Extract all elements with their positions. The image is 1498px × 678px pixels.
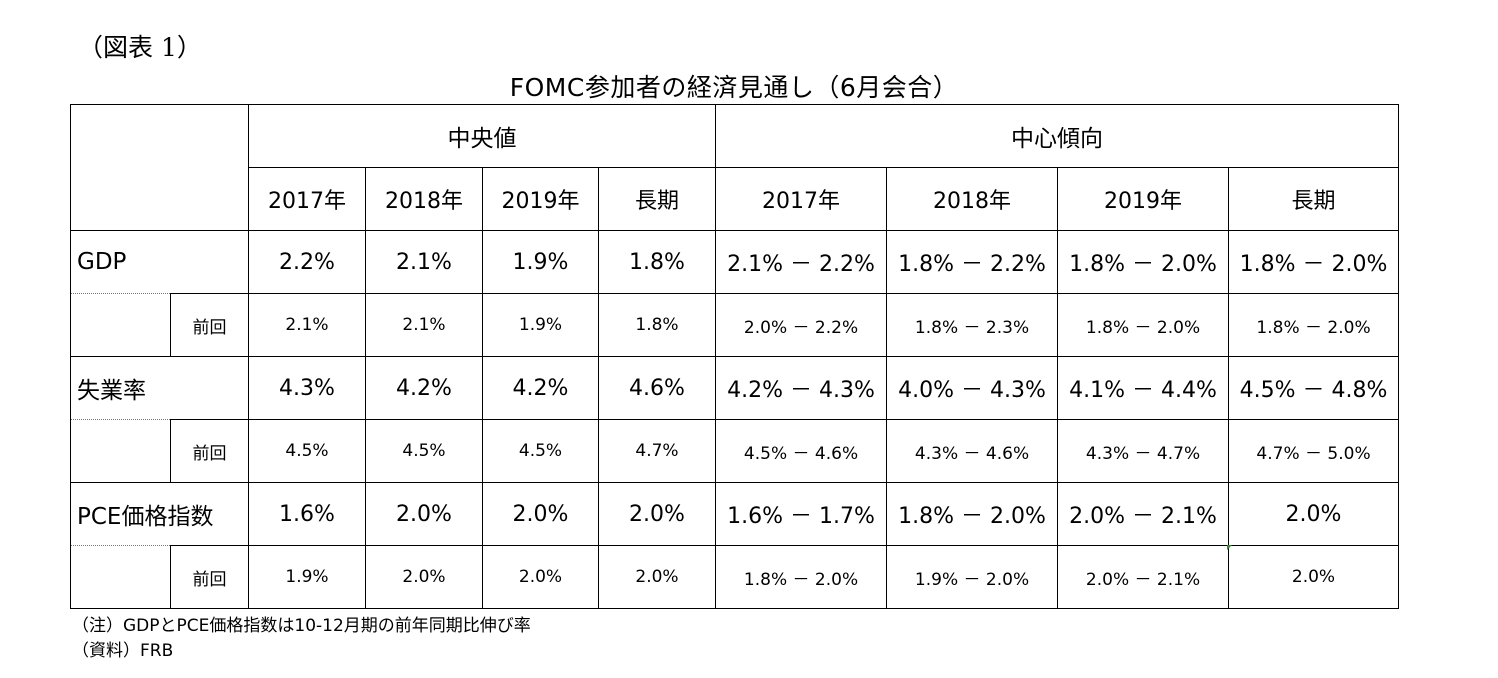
footnote: （注）GDPとPCE価格指数は10-12月期の前年同期比伸び率 — [72, 616, 531, 636]
data-cell: 1.8% － 2.0% — [1228, 230, 1399, 294]
data-cell: 1.9% － 2.0% — [886, 545, 1058, 609]
prev-label: 前回 — [170, 545, 249, 609]
data-cell: 4.2% － 4.3% — [715, 356, 887, 420]
data-cell: 4.5% — [482, 419, 599, 483]
data-cell: 1.8% － 2.0% — [1228, 293, 1399, 357]
row-label-spacer — [70, 419, 171, 483]
data-cell: 2.0% — [598, 545, 716, 609]
data-cell: 2.0% － 2.1% — [1057, 482, 1229, 546]
data-cell: 2.0% — [365, 545, 483, 609]
row-label-spacer — [70, 293, 171, 357]
data-cell: 2.0% — [365, 482, 483, 546]
data-cell: 1.9% — [482, 293, 599, 357]
group-header-central-tendency: 中心傾向 — [715, 104, 1399, 168]
central-year-header: 長期 — [1228, 167, 1399, 231]
data-cell: 2.0% － 2.1% — [1057, 545, 1229, 609]
source-note: （資料）FRB — [72, 641, 174, 661]
data-cell: 4.3% － 4.6% — [886, 419, 1058, 483]
table-row: 前回 1.9% 2.0% 2.0% 2.0% 1.8% － 2.0% 1.9% … — [70, 545, 1399, 609]
cell-comment-marker — [1227, 545, 1232, 550]
median-year-header: 2019年 — [482, 167, 599, 231]
table-title: FOMC参加者の経済見通し（6月会合） — [509, 73, 959, 102]
data-cell: 4.3% — [248, 356, 366, 420]
data-cell: 2.2% — [248, 230, 366, 294]
median-year-header: 2017年 — [248, 167, 366, 231]
table-row: 失業率 4.3% 4.2% 4.2% 4.6% 4.2% － 4.3% 4.0%… — [70, 356, 1399, 420]
row-label-spacer — [70, 545, 171, 609]
row-label-unemployment: 失業率 — [70, 356, 249, 420]
data-cell: 1.9% — [248, 545, 366, 609]
data-cell: 1.8% － 2.3% — [886, 293, 1058, 357]
data-cell: 1.6% － 1.7% — [715, 482, 887, 546]
data-cell: 1.8% － 2.0% — [1057, 293, 1229, 357]
central-year-header: 2018年 — [886, 167, 1058, 231]
prev-label: 前回 — [170, 419, 249, 483]
data-cell: 1.8% － 2.0% — [1057, 230, 1229, 294]
data-cell: 4.7% — [598, 419, 716, 483]
data-cell: 2.0% — [598, 482, 716, 546]
median-year-header: 2018年 — [365, 167, 483, 231]
data-cell: 2.1% — [365, 230, 483, 294]
data-cell: 2.0% － 2.2% — [715, 293, 887, 357]
data-cell: 1.8% － 2.0% — [715, 545, 887, 609]
data-cell: 4.6% — [598, 356, 716, 420]
data-cell: 4.5% － 4.6% — [715, 419, 887, 483]
data-cell: 1.6% — [248, 482, 366, 546]
data-cell: 4.2% — [482, 356, 599, 420]
table-row: 前回 4.5% 4.5% 4.5% 4.7% 4.5% － 4.6% 4.3% … — [70, 419, 1399, 483]
data-cell: 4.5% — [248, 419, 366, 483]
median-year-header: 長期 — [598, 167, 716, 231]
central-year-header: 2017年 — [715, 167, 887, 231]
header-corner — [70, 104, 249, 231]
data-cell: 2.1% － 2.2% — [715, 230, 887, 294]
row-label-pce: PCE価格指数 — [70, 482, 249, 546]
data-cell: 1.8% － 2.2% — [886, 230, 1058, 294]
central-year-header: 2019年 — [1057, 167, 1229, 231]
table-row: GDP 2.2% 2.1% 1.9% 1.8% 2.1% － 2.2% 1.8%… — [70, 230, 1399, 294]
economic-outlook-table: 中央値 中心傾向 2017年 2018年 2019年 長期 2017年 2018… — [70, 104, 1399, 609]
data-cell: 4.5% — [365, 419, 483, 483]
figure-label: （図表 1） — [78, 33, 202, 62]
data-cell: 2.1% — [248, 293, 366, 357]
row-label-gdp: GDP — [70, 230, 249, 294]
data-cell: 1.9% — [482, 230, 599, 294]
data-cell: 2.0% — [482, 545, 599, 609]
data-cell: 2.1% — [365, 293, 483, 357]
data-cell: 1.8% — [598, 293, 716, 357]
table-row: 前回 2.1% 2.1% 1.9% 1.8% 2.0% － 2.2% 1.8% … — [70, 293, 1399, 357]
data-cell: 1.8% — [598, 230, 716, 294]
data-cell: 4.7% － 5.0% — [1228, 419, 1399, 483]
data-cell: 4.1% － 4.4% — [1057, 356, 1229, 420]
data-cell: 2.0% — [1228, 545, 1399, 609]
data-cell: 2.0% — [1228, 482, 1399, 546]
data-cell: 4.5% － 4.8% — [1228, 356, 1399, 420]
group-header-median: 中央値 — [248, 104, 716, 168]
data-cell: 4.2% — [365, 356, 483, 420]
data-cell: 4.3% － 4.7% — [1057, 419, 1229, 483]
table-row: PCE価格指数 1.6% 2.0% 2.0% 2.0% 1.6% － 1.7% … — [70, 482, 1399, 546]
prev-label: 前回 — [170, 293, 249, 357]
data-cell: 4.0% － 4.3% — [886, 356, 1058, 420]
data-cell: 1.8% － 2.0% — [886, 482, 1058, 546]
data-cell: 2.0% — [482, 482, 599, 546]
